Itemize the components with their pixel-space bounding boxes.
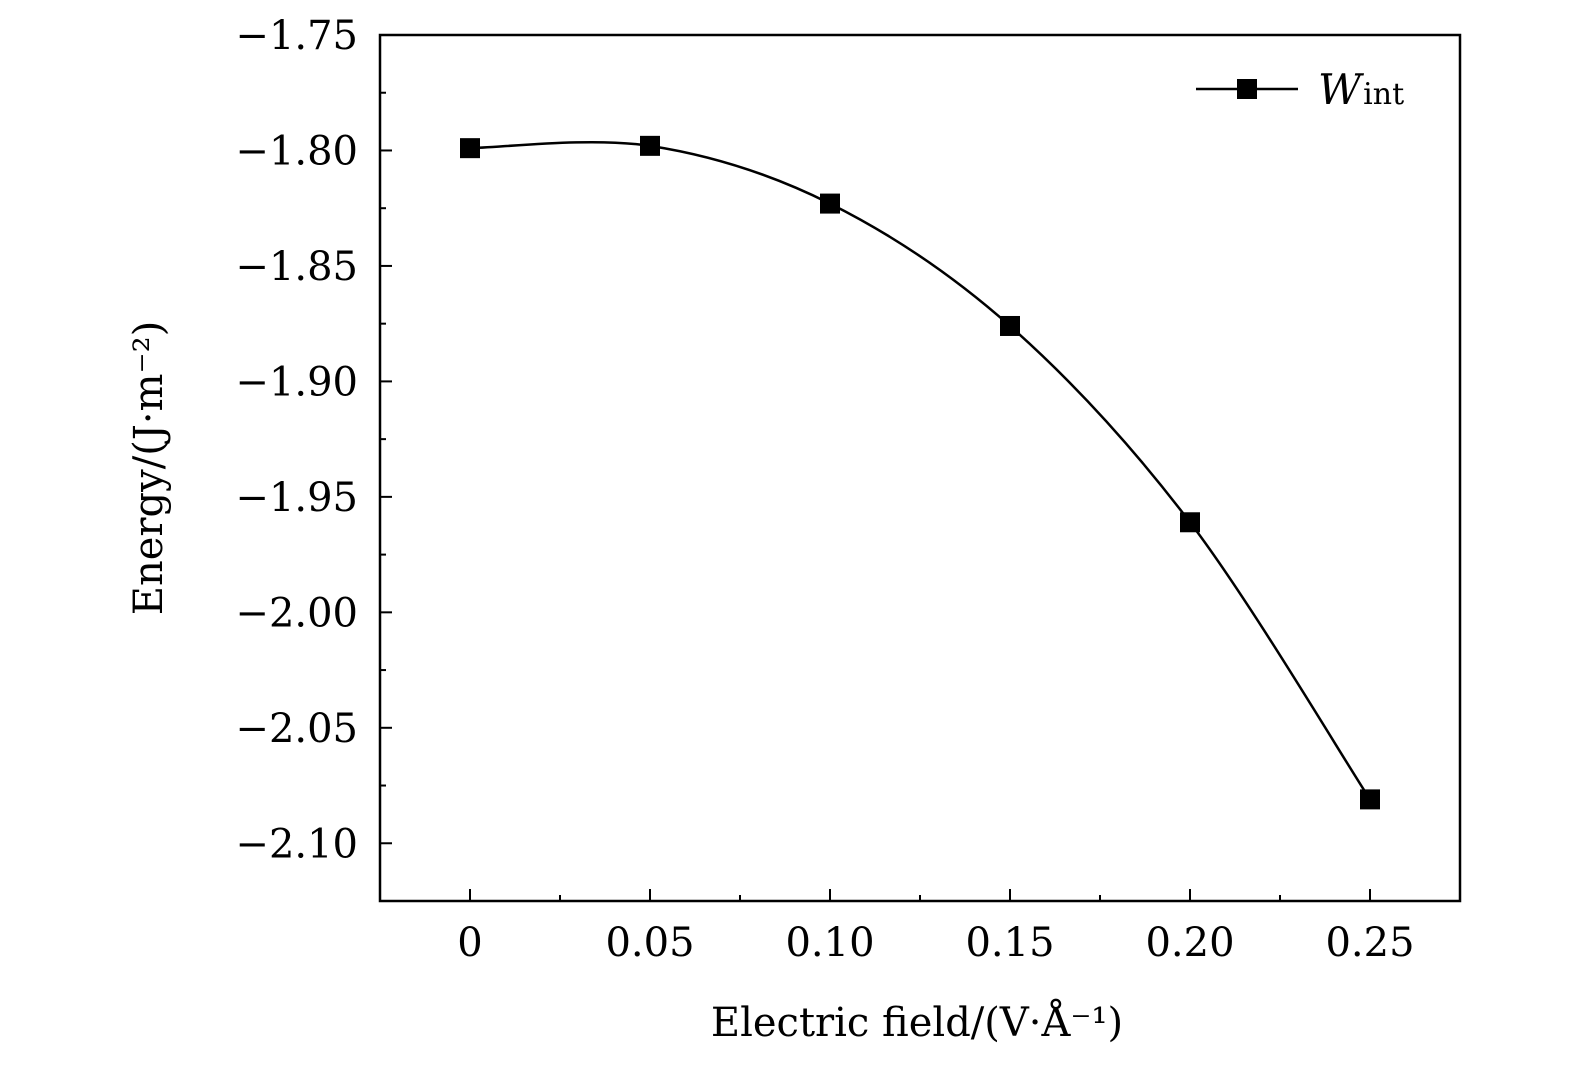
legend-series-subscript: int [1363,77,1404,112]
y-tick-label: −1.80 [235,128,358,174]
y-tick-label: −1.90 [235,359,358,405]
y-tick-label: −2.00 [235,590,358,636]
series-line [469,140,1372,801]
x-tick-label: 0 [457,920,482,966]
legend: Wint [1196,65,1404,114]
y-tick-label: −2.10 [235,821,358,867]
y-tick-label: −1.75 [235,13,358,59]
data-point [640,135,660,156]
y-tick-label: −1.85 [235,244,358,290]
data-point [1180,512,1200,533]
y-axis: −1.75 −1.80 −1.85 −1.90 −1.95 −2.00 −2.05 −2.10 [235,13,392,867]
x-tick-label: 0.10 [785,920,874,966]
y-tick-label: −2.05 [235,706,358,752]
x-tick-label: 0.25 [1325,920,1414,966]
x-axis-title: Electric field/(V·Å⁻¹) [711,999,1123,1046]
x-tick-label: 0.20 [1145,920,1234,966]
legend-marker [1237,79,1257,99]
legend-series-name: W [1318,65,1365,114]
series-markers [460,135,1380,810]
data-point [1000,315,1020,336]
x-axis: 0 0.05 0.10 0.15 0.20 0.25 [457,889,1415,966]
y-axis-title: Energy/(J·m⁻²) [126,321,172,615]
data-point [820,193,840,214]
data-point [1360,789,1380,810]
data-point [460,138,480,159]
x-tick-label: 0.05 [605,920,694,966]
x-tick-label: 0.15 [965,920,1054,966]
legend-label: Wint [1318,65,1404,114]
y-tick-label: −1.95 [235,475,358,521]
plot-frame [378,33,1462,903]
